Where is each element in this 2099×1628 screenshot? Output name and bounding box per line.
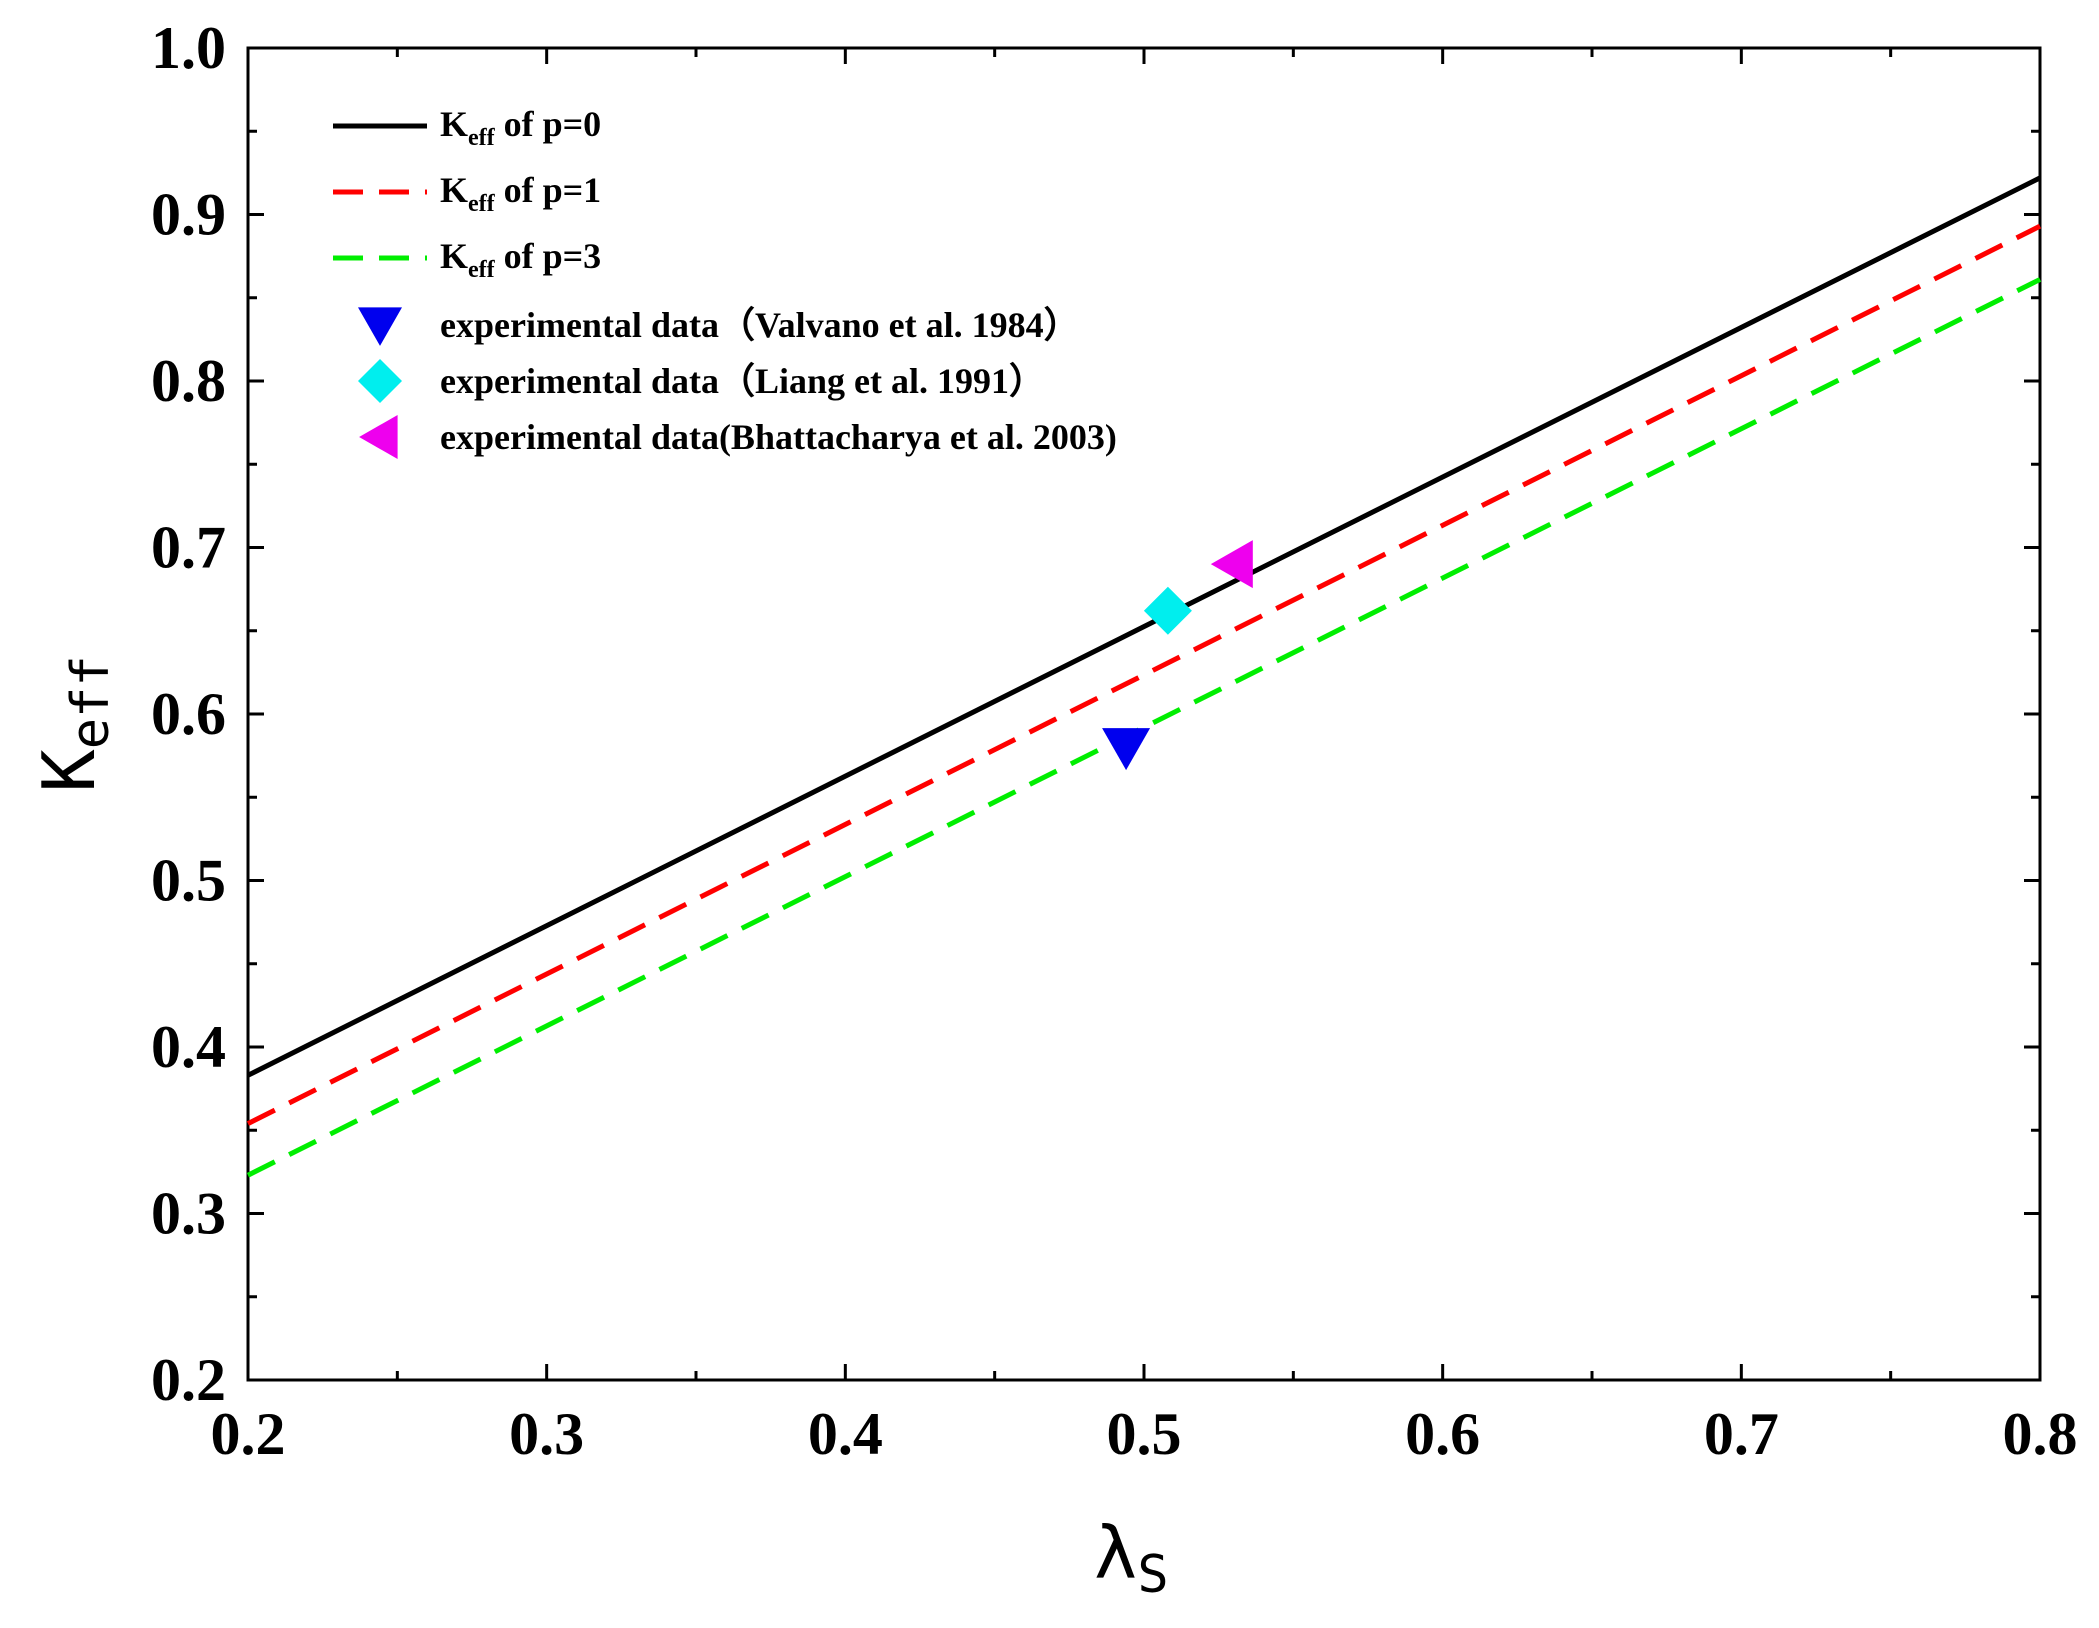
legend-marker-liang <box>358 359 402 403</box>
y-tick-label: 0.4 <box>151 1014 226 1080</box>
axis-ticks: 0.2 0.3 0.4 0.5 0.6 0.7 0.8 0.2 0.3 0.4 0.5 0.6 0.7 0… <box>151 15 2078 1467</box>
y-tick-label: 0.8 <box>151 348 226 414</box>
x-tick-label: 0.7 <box>1704 1401 1779 1467</box>
x-tick-label: 0.8 <box>2003 1401 2078 1467</box>
legend-label-p0: Keff of p=0 <box>440 104 601 151</box>
y-tick-label: 0.9 <box>151 182 226 248</box>
point-bhattacharya-2003 <box>1210 540 1253 589</box>
legend-marker-bhattacharya <box>359 415 398 459</box>
experimental-points <box>1102 540 1253 771</box>
y-tick-label: 0.2 <box>151 1347 226 1413</box>
legend-marker-liang-shape <box>358 359 402 403</box>
point-liang-1991 <box>1143 586 1192 635</box>
series-line-p0 <box>246 175 2042 1078</box>
legend-marker-bhattacharya-shape <box>359 415 398 459</box>
y-tick-label: 0.7 <box>151 515 226 581</box>
y-tick-label: 1.0 <box>151 15 226 81</box>
series-lines <box>246 175 2042 1178</box>
legend-label-p1: Keff of p=1 <box>440 170 601 217</box>
series-line-p1 <box>246 223 2042 1126</box>
point-valvano-1984 <box>1102 728 1151 771</box>
y-axis-title: Keff <box>27 655 121 792</box>
legend-label-bhattacharya: experimental data(Bhattacharya et al. 20… <box>440 417 1117 457</box>
legend-label-p3: Keff of p=3 <box>440 236 601 283</box>
legend-marker-valvano-shape <box>358 307 402 346</box>
y-tick-label: 0.6 <box>151 681 226 747</box>
legend-marker-valvano <box>358 307 402 346</box>
y-tick-label: 0.3 <box>151 1181 226 1247</box>
x-tick-label: 0.6 <box>1405 1401 1480 1467</box>
x-tick-label: 0.2 <box>211 1401 286 1467</box>
y-tick-label: 0.5 <box>151 848 226 914</box>
legend: Keff of p=0 Keff of p=1 Keff of p=3 expe… <box>333 104 1117 459</box>
x-tick-label: 0.4 <box>808 1401 883 1467</box>
series-line-p3 <box>246 277 2042 1178</box>
legend-label-valvano: experimental data（Valvano et al. 1984） <box>440 305 1080 345</box>
x-axis-title: λS <box>1094 1511 1169 1605</box>
x-tick-label: 0.5 <box>1107 1401 1182 1467</box>
legend-label-liang: experimental data（Liang et al. 1991） <box>440 361 1045 401</box>
x-tick-label: 0.3 <box>509 1401 584 1467</box>
